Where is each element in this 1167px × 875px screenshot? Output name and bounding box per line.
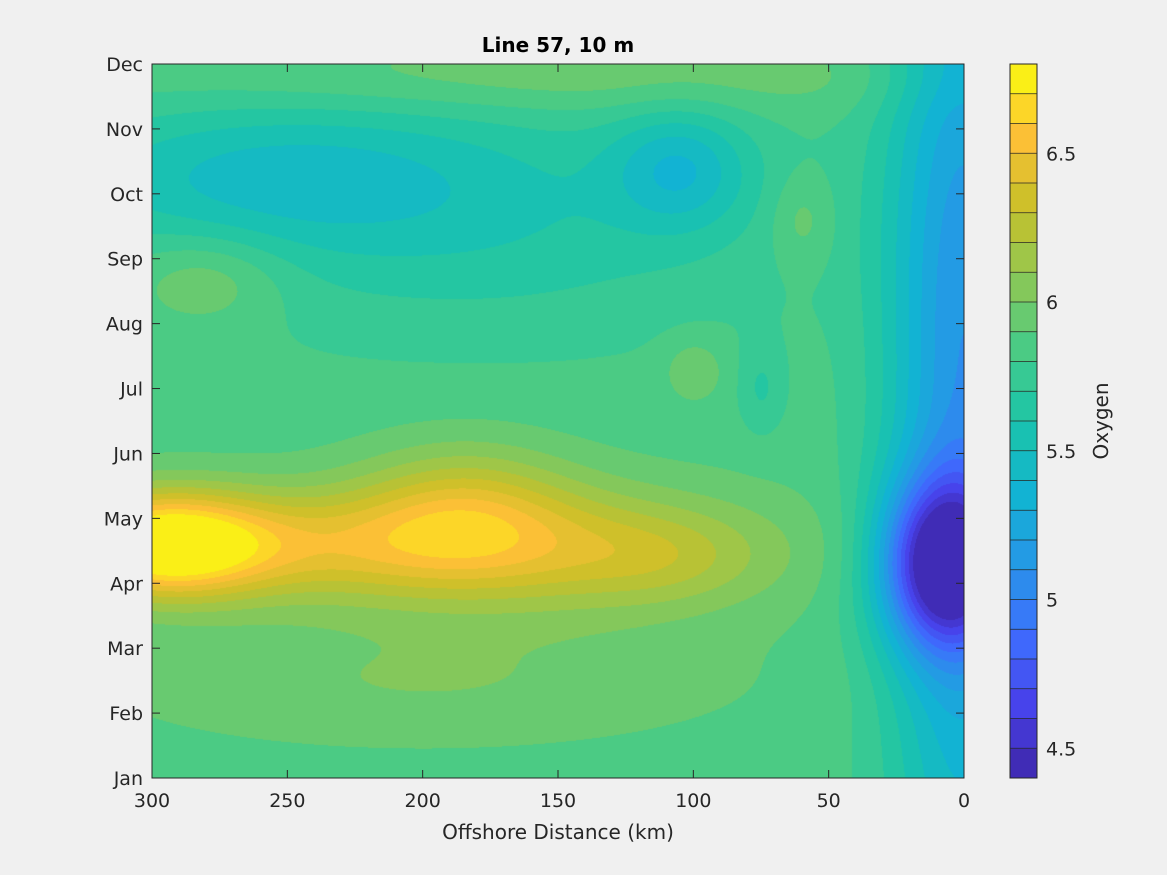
- y-tick-label: Nov: [106, 119, 143, 141]
- x-tick-label: 250: [269, 790, 305, 812]
- y-tick-label: Mar: [107, 638, 143, 660]
- colorbar-swatch: [1010, 302, 1037, 333]
- colorbar-swatch: [1010, 540, 1037, 571]
- y-tick-label: Apr: [110, 573, 143, 595]
- colorbar-tick-label: 6.5: [1046, 143, 1076, 165]
- colorbar-swatch: [1010, 659, 1037, 690]
- colorbar-swatch: [1010, 123, 1037, 154]
- colorbar-swatch: [1010, 450, 1037, 481]
- colorbar-tick-label: 5: [1046, 590, 1058, 612]
- y-tick-label: Oct: [110, 184, 143, 206]
- x-tick-label: 150: [540, 790, 576, 812]
- y-tick-label: Dec: [106, 54, 143, 76]
- y-tick-label: Sep: [107, 249, 143, 271]
- colorbar-swatch: [1010, 421, 1037, 452]
- colorbar-frame: [1009, 63, 1038, 779]
- colorbar-swatch: [1010, 510, 1037, 541]
- colorbar-tick-label: 5.5: [1046, 441, 1076, 463]
- colorbar-tick-label: 6: [1046, 292, 1058, 314]
- oxygen-contour-map: [152, 64, 964, 778]
- y-axis: Jan Feb Mar Apr May Jun Jul Aug Sep Oct Nov Dec: [104, 54, 964, 790]
- x-axis: 300 250 200 150 100 50 0: [134, 64, 970, 812]
- colorbar-label: Oxygen: [1089, 382, 1113, 459]
- colorbar-swatch: [1010, 748, 1037, 779]
- x-tick-label: 300: [134, 790, 170, 812]
- x-tick-label: 50: [817, 790, 841, 812]
- colorbar-swatch: [1010, 718, 1037, 749]
- x-tick-label: 200: [405, 790, 441, 812]
- y-tick-label: Jun: [112, 443, 143, 465]
- y-tick-label: May: [104, 508, 143, 530]
- colorbar-swatch: [1010, 212, 1037, 243]
- x-axis-label: Offshore Distance (km): [442, 820, 674, 844]
- plot-area: [151, 63, 965, 779]
- colorbar-swatch: [1010, 688, 1037, 719]
- colorbar-swatch: [1010, 272, 1037, 303]
- colorbar-swatch: [1010, 391, 1037, 422]
- colorbar-swatch: [1010, 183, 1037, 214]
- colorbar-swatch: [1010, 599, 1037, 630]
- colorbar-ticks: 4.5 5 5.5 6 6.5: [1046, 143, 1076, 760]
- colorbar-swatch: [1010, 93, 1037, 124]
- chart-title: Line 57, 10 m: [482, 33, 634, 57]
- y-tick-label: Aug: [106, 314, 143, 336]
- colorbar-swatch: [1010, 569, 1037, 600]
- colorbar-swatch: [1010, 331, 1037, 362]
- x-tick-label: 0: [958, 790, 970, 812]
- colorbar-swatch: [1010, 361, 1037, 392]
- colorbar-swatches: [1010, 64, 1037, 779]
- colorbar-swatch: [1010, 629, 1037, 660]
- y-tick-label: Jul: [119, 379, 143, 401]
- colorbar-tick-label: 4.5: [1046, 738, 1076, 760]
- x-tick-label: 100: [675, 790, 711, 812]
- colorbar-swatch: [1010, 242, 1037, 273]
- colorbar-swatch: [1010, 480, 1037, 511]
- colorbar-swatch: [1010, 153, 1037, 184]
- colorbar-swatch: [1010, 64, 1037, 95]
- y-tick-label: Feb: [109, 703, 143, 725]
- colorbar: 4.5 5 5.5 6 6.5 Oxygen: [1009, 63, 1113, 779]
- y-tick-label: Jan: [113, 768, 143, 790]
